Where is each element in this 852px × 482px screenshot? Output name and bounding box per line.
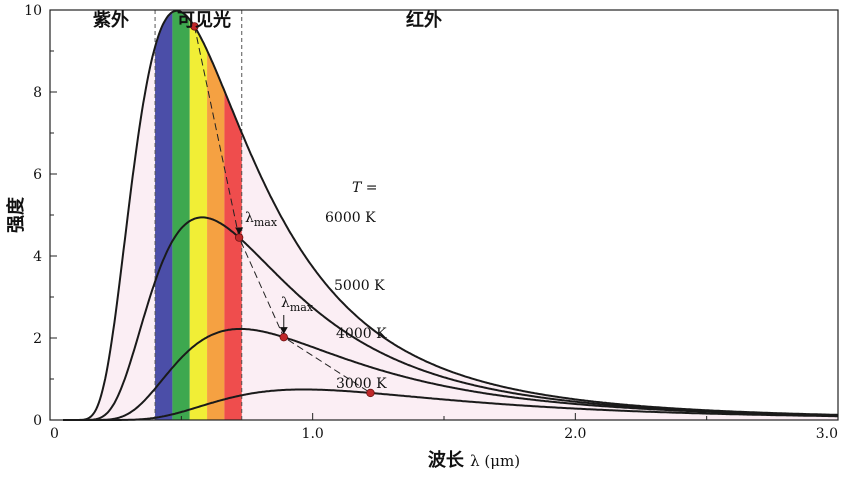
series-line <box>63 327 838 421</box>
region-label: 可见光 <box>177 9 231 31</box>
region-label: 紫外 <box>93 9 129 31</box>
series-label: 4000 K <box>336 326 387 342</box>
lambda-arrowhead <box>279 327 288 335</box>
series-label: 6000 K <box>325 210 376 226</box>
peak-marker <box>366 388 375 398</box>
peak-marker <box>279 332 288 342</box>
spectrum-band <box>155 10 173 420</box>
plot-frame <box>49 9 839 421</box>
y-tick-label: 8 <box>33 85 42 101</box>
spectrum-bands <box>155 10 242 420</box>
chart-fills <box>63 10 839 421</box>
x-tick-label: 1.0 <box>302 426 324 442</box>
peak-marker <box>234 233 244 242</box>
peak-locus <box>194 26 371 394</box>
y-tick-label: 0 <box>33 413 42 429</box>
spectrum-band <box>207 10 225 420</box>
chart-marks <box>190 22 375 398</box>
peak-marker <box>190 22 199 31</box>
x-tick-label: 3.0 <box>816 426 838 442</box>
y-tick-label: 6 <box>33 167 42 183</box>
series-label: 3000 K <box>336 376 387 392</box>
y-axis-title: 强度 <box>5 196 27 233</box>
x-axis-title: 波长 λ (μm) <box>428 449 520 471</box>
lambda-max-label: λmax <box>245 210 278 229</box>
spectrum-band <box>189 10 208 420</box>
spectrum-band <box>224 10 242 420</box>
region-label: 红外 <box>406 9 442 31</box>
lambda-max-label: λmax <box>281 295 314 314</box>
lambda-arrowhead <box>235 227 244 235</box>
spectrum-band <box>172 10 190 420</box>
area-fill <box>63 10 839 421</box>
chart-labels: 0 1.0 2.0 3.0 0 2 4 6 8 10 6000 K 5000 K 4000 K 3000 … <box>5 3 838 471</box>
x-tick-label: 2.0 <box>564 426 586 442</box>
y-tick-label: 10 <box>24 3 42 19</box>
series-label: 5000 K <box>334 278 385 294</box>
y-tick-label: 4 <box>33 249 42 265</box>
t-header: T = <box>352 180 378 196</box>
x-tick-label: 0 <box>50 426 59 442</box>
y-tick-label: 2 <box>33 331 42 347</box>
series-line <box>63 388 838 421</box>
